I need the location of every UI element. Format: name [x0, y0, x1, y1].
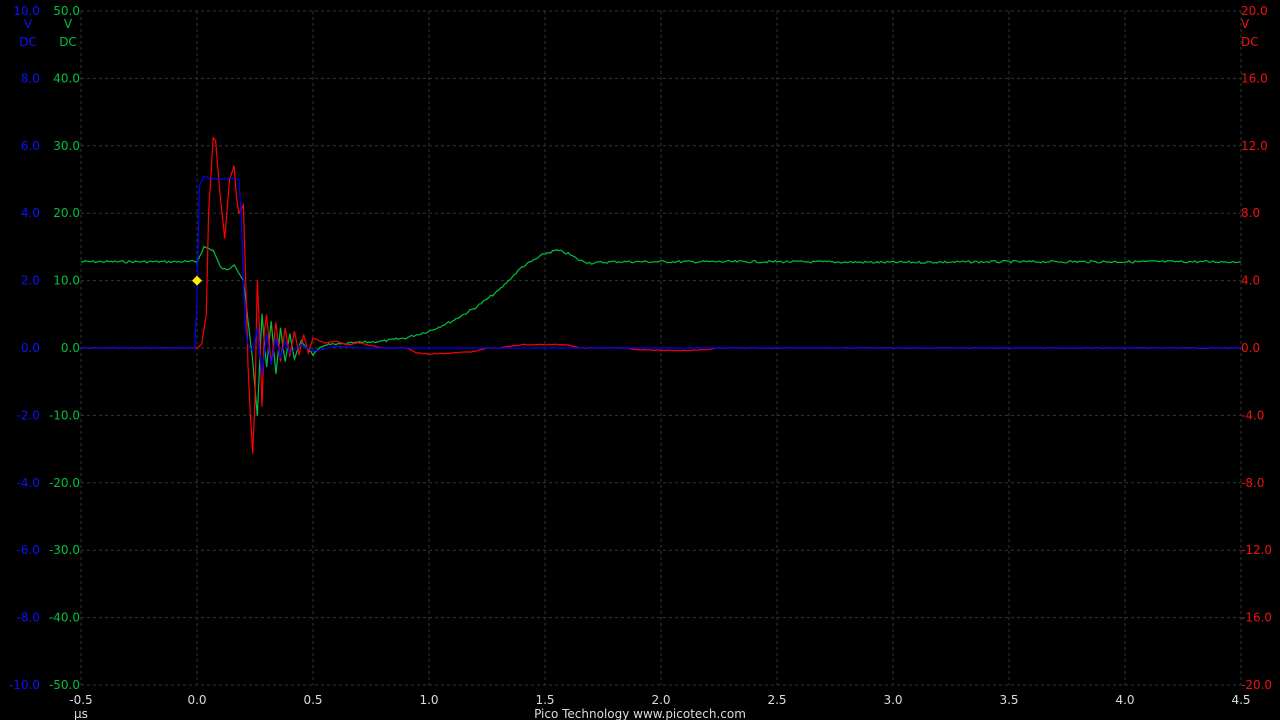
x-axis-unit-label: µs — [74, 707, 88, 720]
axis-a-tick-label: 0.0 — [21, 341, 40, 355]
x-axis-tick-label: 4.5 — [1231, 693, 1250, 707]
axis-c-range-label: 20.0 — [1241, 4, 1268, 18]
axis-a-coupling-label: DC — [19, 35, 37, 49]
axis-b-tick-label: -40.0 — [49, 611, 80, 625]
axis-c-tick-label: 16.0 — [1241, 71, 1268, 85]
x-axis-tick-label: 0.0 — [187, 693, 206, 707]
axis-b-tick-label: -10.0 — [49, 408, 80, 422]
trace-channel-b — [80, 245, 1242, 416]
axis-b-tick-label: 40.0 — [53, 71, 80, 85]
right-axis-labels: 20.0V DC 16.0 12.0 8.0 4.0 0.0 -4.0 -8.0 -12.0 -16… — [1241, 4, 1272, 692]
axis-c-tick-label: -20.0 — [1241, 678, 1272, 692]
x-axis-tick-label: 2.5 — [767, 693, 786, 707]
axis-a-tick-label: -4.0 — [17, 476, 40, 490]
footer-credit: Pico Technology www.picotech.com — [534, 707, 746, 720]
axis-a-tick-label: 6.0 — [21, 139, 40, 153]
axis-a-tick-label: 4.0 — [21, 206, 40, 220]
axis-a-tick-label: -10.0 — [9, 678, 40, 692]
x-axis-tick-label: 2.0 — [651, 693, 670, 707]
axis-b-tick-label: 20.0 — [53, 206, 80, 220]
axis-c-tick-label: -8.0 — [1241, 476, 1264, 490]
trigger-marker-layer — [192, 275, 202, 286]
axis-c-tick-label: 12.0 — [1241, 139, 1268, 153]
trigger-marker — [192, 275, 202, 286]
axis-b-tick-label: 0.0 — [61, 341, 80, 355]
axis-a-tick-label: 8.0 — [21, 71, 40, 85]
left-axis-labels: 10.0VDC8.06.04.02.00.0-2.0-4.0-6.0-8.0-1… — [9, 4, 80, 692]
axis-b-range-label: 50.0 — [53, 4, 80, 18]
axis-a-tick-label: -8.0 — [17, 611, 40, 625]
axis-a-unit-label: V — [24, 17, 33, 31]
x-axis-labels: -0.5 0.0 0.5 1.0 1.5 2.0 2.5 3.0 3.5 4.0 4.5 µs — [69, 693, 1250, 720]
axis-a-tick-label: 2.0 — [21, 274, 40, 288]
axis-b-coupling-label: DC — [59, 35, 77, 49]
x-axis-tick-label: 1.5 — [535, 693, 554, 707]
axis-b-tick-label: 10.0 — [53, 274, 80, 288]
axis-c-tick-label: -4.0 — [1241, 408, 1264, 422]
axis-b-unit-label: V — [64, 17, 73, 31]
axis-a-tick-label: -2.0 — [17, 408, 40, 422]
waveform-traces — [80, 136, 1242, 454]
axis-b-tick-label: -50.0 — [49, 678, 80, 692]
axis-c-tick-label: -12.0 — [1241, 543, 1272, 557]
axis-c-unit-label: V — [1241, 17, 1250, 31]
trace-channel-a — [81, 175, 1241, 376]
axis-c-tick-label: -16.0 — [1241, 611, 1272, 625]
x-axis-tick-label: 4.0 — [1115, 693, 1134, 707]
axis-a-tick-label: -6.0 — [17, 543, 40, 557]
axis-c-tick-label: 4.0 — [1241, 274, 1260, 288]
axis-b-tick-label: 30.0 — [53, 139, 80, 153]
x-axis-tick-label: 3.0 — [883, 693, 902, 707]
x-axis-tick-label: 3.5 — [999, 693, 1018, 707]
x-axis-tick-label: 1.0 — [419, 693, 438, 707]
x-axis-tick-label: 0.5 — [303, 693, 322, 707]
axis-c-tick-label: 0.0 — [1241, 341, 1260, 355]
axis-b-tick-label: -20.0 — [49, 476, 80, 490]
axis-b-tick-label: -30.0 — [49, 543, 80, 557]
axis-a-range-label: 10.0 — [13, 4, 40, 18]
x-axis-tick-label: -0.5 — [69, 693, 92, 707]
axis-c-tick-label: 8.0 — [1241, 206, 1260, 220]
axis-c-coupling-label: DC — [1241, 35, 1259, 49]
